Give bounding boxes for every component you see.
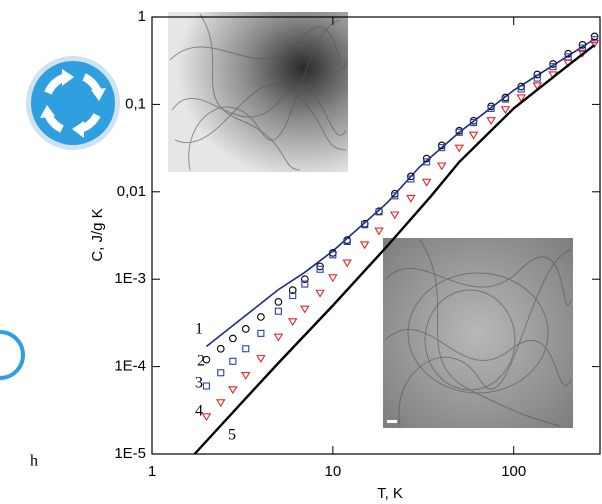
x-tick-label: 10: [325, 463, 342, 480]
x-tick-label: 1: [148, 463, 156, 480]
curve: [193, 43, 596, 455]
point: [217, 369, 225, 377]
point: [591, 36, 599, 44]
y-tick-label: 0,1: [125, 95, 146, 112]
point: [361, 221, 369, 229]
point: [274, 298, 283, 306]
x-axis-label: T, K: [377, 485, 403, 502]
point: [242, 345, 250, 353]
cropped-arc: [0, 330, 25, 380]
inset-photo: [168, 12, 348, 172]
point: [578, 44, 587, 52]
point: [500, 106, 511, 115]
point: [391, 192, 399, 200]
point: [468, 131, 479, 140]
point: [257, 313, 265, 321]
y-tick-label: 1E-3: [114, 270, 146, 287]
point: [487, 104, 495, 112]
point: [343, 237, 351, 246]
point: [288, 286, 297, 294]
point: [533, 70, 542, 79]
point: [202, 382, 210, 390]
point: [374, 227, 384, 236]
plot-frame: [151, 16, 601, 455]
point: [273, 333, 284, 342]
point: [533, 74, 541, 82]
point: [228, 386, 238, 395]
curve-label: 1: [195, 321, 203, 338]
point: [329, 251, 337, 259]
y-tick-label: 1: [138, 8, 146, 25]
inset-photo: [383, 238, 573, 428]
point: [421, 178, 432, 187]
point: [216, 344, 225, 353]
point: [516, 94, 526, 103]
point: [241, 325, 250, 333]
point: [501, 95, 509, 103]
curve-label: 5: [228, 427, 236, 444]
point: [215, 399, 226, 408]
point: [436, 162, 447, 171]
rotate-icon: [26, 56, 120, 150]
x-tick-label: 100: [501, 463, 526, 480]
point: [517, 85, 525, 93]
plot: 1 10 100 1E-5 1E-4 1E-3 0,01 0,1 1 1 2 3 4 5: [114, 8, 601, 480]
curve: [205, 38, 596, 348]
point: [589, 40, 600, 49]
y-tick-label: 0,01: [117, 183, 146, 200]
point: [359, 241, 370, 250]
point: [316, 265, 324, 273]
point: [455, 128, 463, 136]
y-axis-label: C, J/g K: [89, 208, 106, 261]
point: [532, 82, 543, 91]
point: [406, 194, 416, 203]
point: [202, 355, 211, 364]
curve-label: 3: [195, 375, 203, 392]
y-tick-label: 1E-4: [114, 358, 146, 375]
point: [241, 372, 251, 380]
side-text: h: [30, 453, 38, 470]
point: [438, 144, 446, 152]
point: [315, 289, 325, 298]
point: [328, 274, 338, 283]
point: [454, 144, 465, 153]
curve-label: 2: [197, 353, 205, 370]
point: [301, 280, 309, 288]
curve-label: 4: [195, 403, 203, 420]
point: [423, 158, 431, 166]
point: [229, 334, 237, 343]
point: [342, 259, 352, 268]
point: [549, 63, 557, 71]
point: [390, 211, 400, 220]
point: [256, 355, 266, 363]
point: [300, 275, 309, 284]
point: [300, 305, 310, 314]
point: [201, 413, 212, 422]
y-tick-label: 1E-5: [114, 445, 146, 462]
point: [289, 292, 297, 300]
point: [257, 329, 265, 337]
point: [274, 307, 282, 315]
point: [486, 117, 496, 126]
point: [287, 318, 298, 327]
point: [229, 357, 237, 365]
point: [470, 118, 478, 127]
point: [407, 175, 415, 183]
point: [375, 208, 383, 216]
